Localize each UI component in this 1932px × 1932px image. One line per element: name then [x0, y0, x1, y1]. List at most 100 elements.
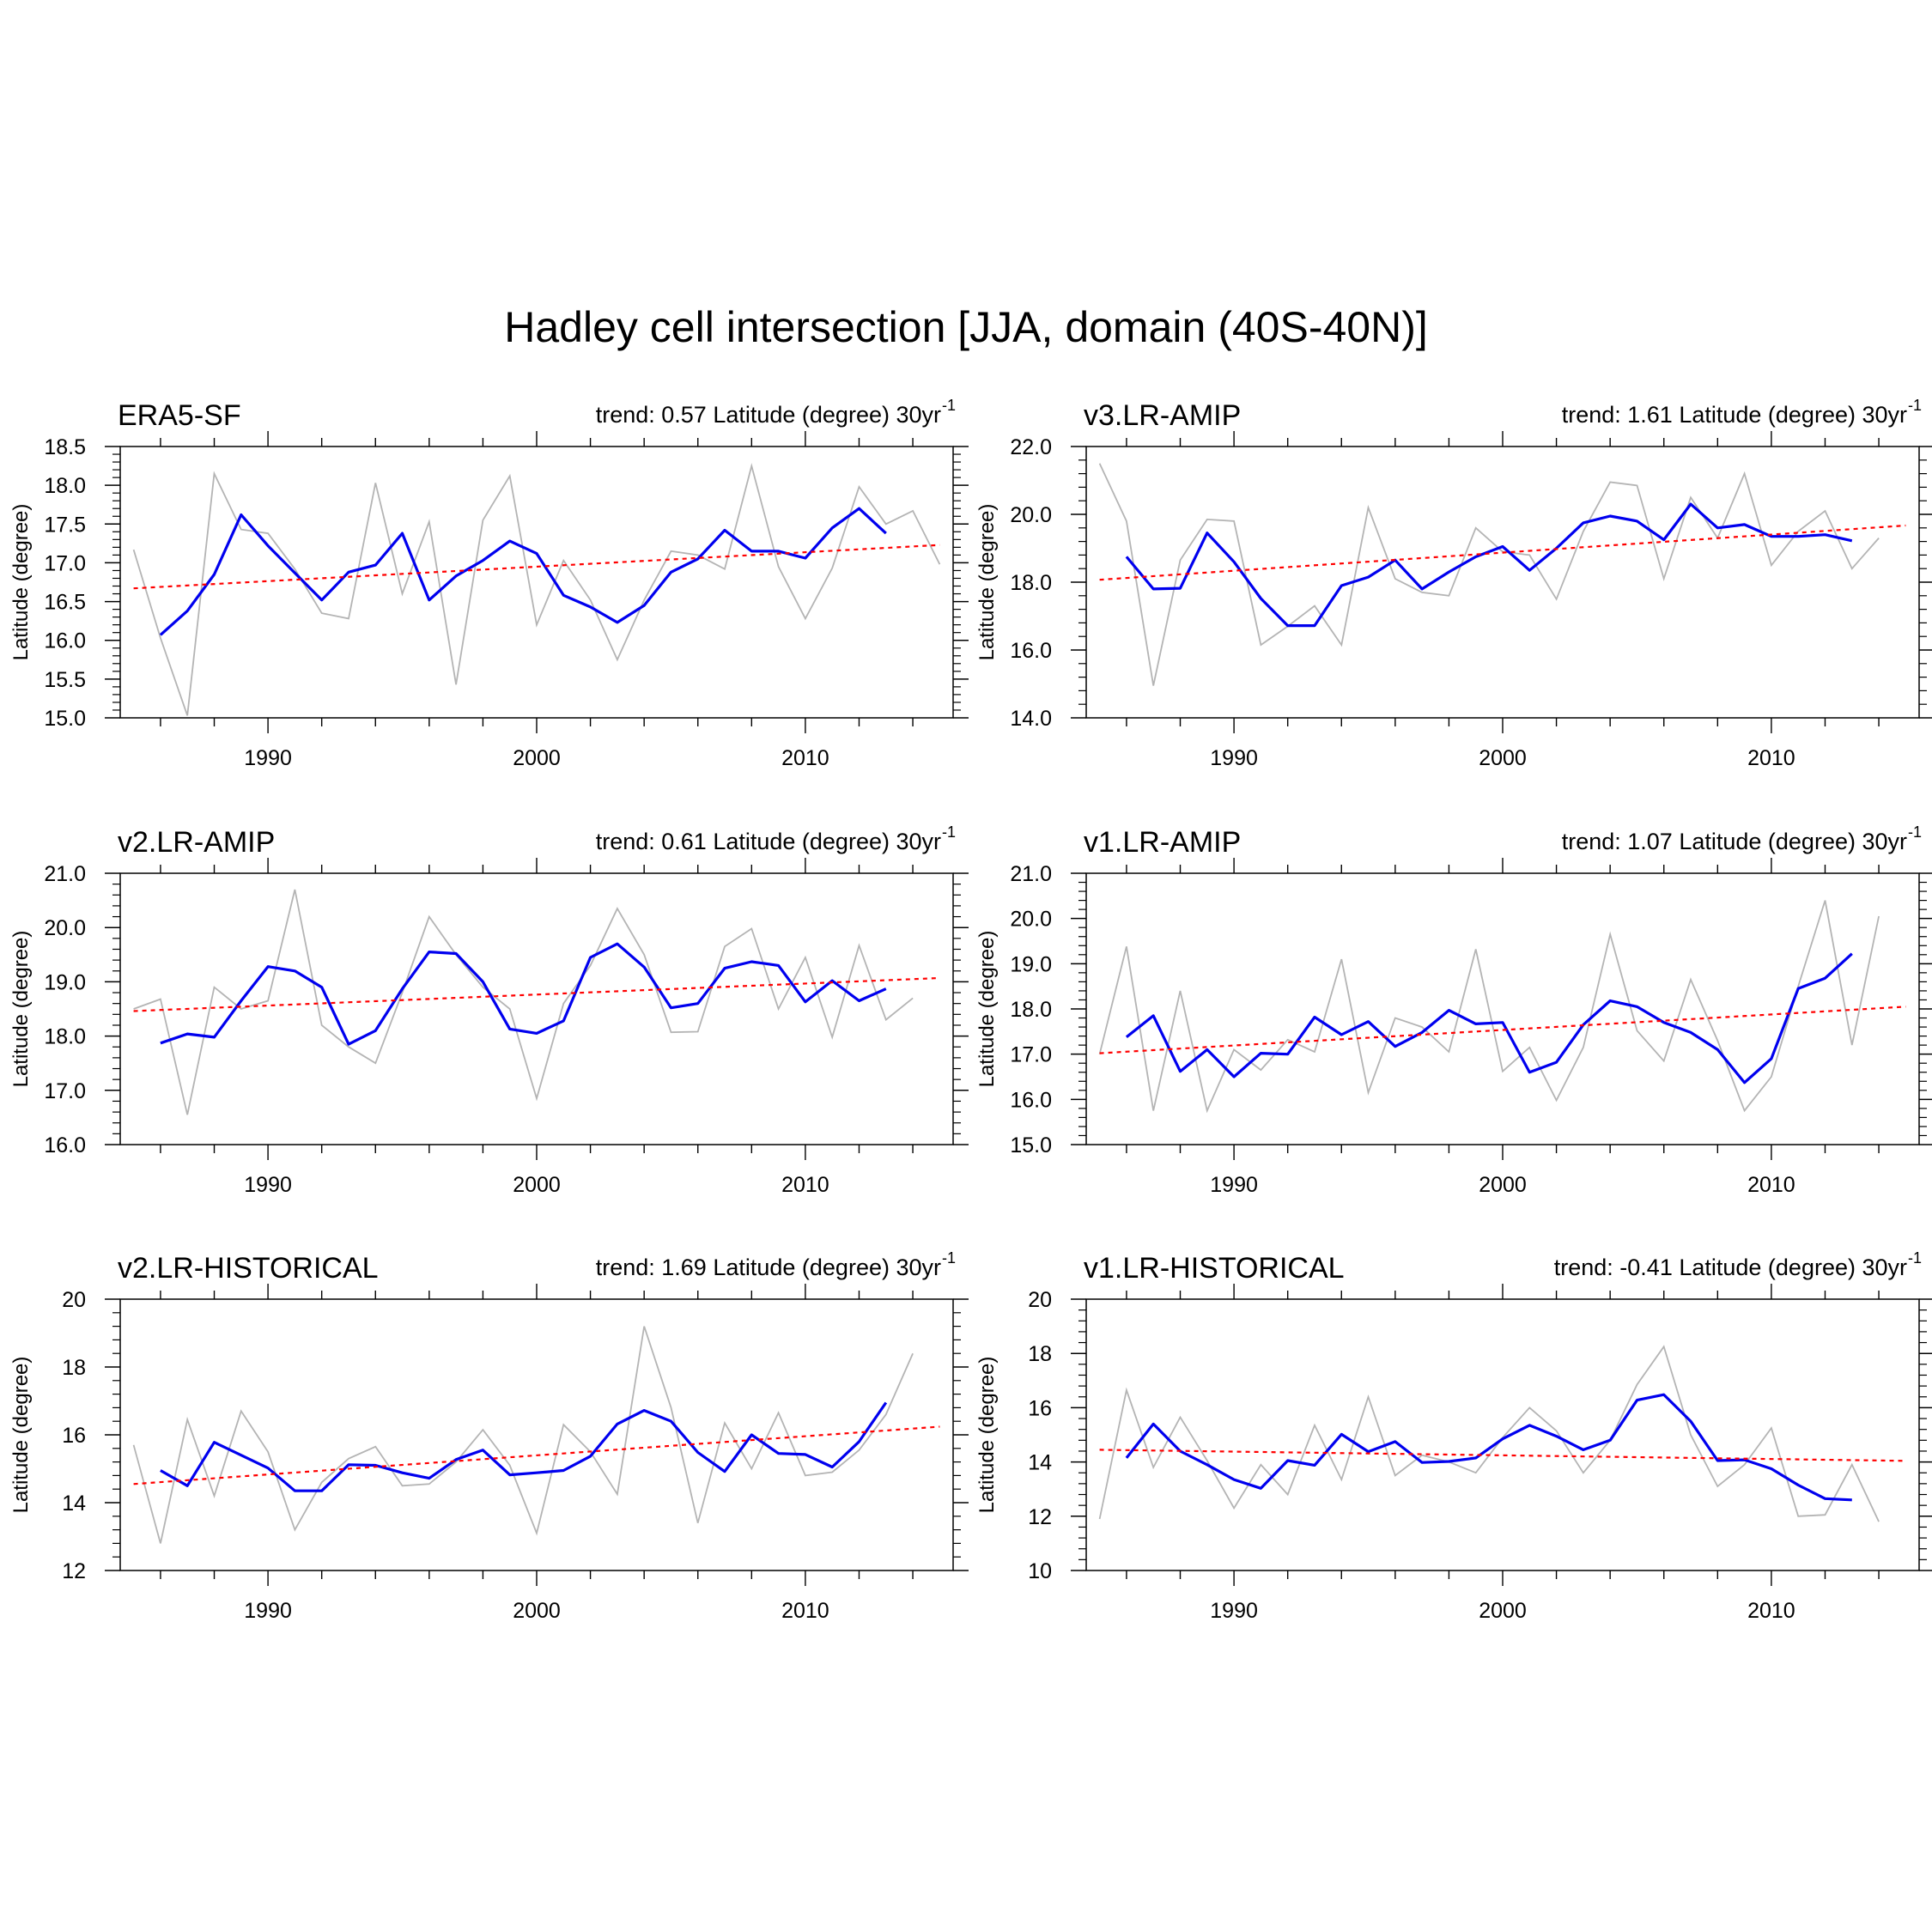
series-line-annual	[133, 889, 914, 1115]
series-line-annual	[1098, 463, 1880, 686]
y-tick-label: 14.0	[1010, 707, 1052, 731]
series-line-smooth	[1125, 1393, 1852, 1502]
x-tick-label: 2000	[1479, 1173, 1527, 1197]
y-tick-label: 16.5	[44, 591, 86, 615]
y-tick-label: 21.0	[1010, 862, 1052, 886]
chart-panel-3: v2.LR-AMIP trend: 0.61 Latitude (degree) …	[9, 823, 969, 1197]
x-tick-label: 2000	[513, 1173, 561, 1197]
y-tick-label: 18.0	[44, 1025, 86, 1049]
y-tick-label: 16	[1028, 1396, 1052, 1420]
series-line-trend	[1099, 524, 1906, 581]
y-axis-label: Latitude (degree)	[975, 1357, 999, 1514]
x-tick-label: 1990	[1210, 1173, 1258, 1197]
x-tick-label: 1990	[244, 1599, 292, 1623]
y-tick-label: 15.0	[44, 707, 86, 731]
y-axis-label: Latitude (degree)	[9, 1357, 33, 1514]
y-tick-label: 17.0	[44, 1079, 86, 1103]
y-tick-label: 16.0	[1010, 639, 1052, 663]
series-line-annual	[1098, 900, 1880, 1114]
y-tick-label: 12	[1028, 1505, 1052, 1529]
x-tick-label: 2010	[781, 1599, 829, 1623]
series-line-smooth	[160, 1401, 888, 1492]
x-tick-label: 2000	[1479, 1599, 1527, 1623]
series-line-smooth	[1125, 502, 1853, 628]
series-line-trend	[133, 976, 940, 1012]
y-tick-label: 18	[1028, 1342, 1052, 1366]
panel-title: v1.LR-AMIP	[1084, 826, 1241, 859]
x-tick-label: 1990	[244, 746, 292, 770]
series-line-smooth	[159, 507, 887, 636]
trend-annotation: trend: 0.57 Latitude (degree) 30yr	[596, 402, 941, 428]
plot-frame	[1085, 872, 1920, 1145]
chart-panel-4: v1.LR-AMIP trend: 1.07 Latitude (degree) …	[975, 823, 1932, 1197]
y-tick-label: 17.0	[1010, 1043, 1052, 1067]
y-tick-label: 20	[62, 1288, 86, 1312]
y-tick-label: 20.0	[44, 916, 86, 940]
plot-frame	[1085, 1298, 1920, 1571]
series-line-annual	[132, 463, 941, 716]
y-tick-label: 19.0	[44, 970, 86, 994]
chart-panel-6: v1.LR-HISTORICAL trend: -0.41 Latitude (d…	[975, 1249, 1932, 1623]
series-line-annual	[132, 1326, 914, 1544]
x-tick-label: 2010	[1747, 1173, 1795, 1197]
x-tick-label: 2000	[1479, 746, 1527, 770]
y-tick-label: 20	[1028, 1288, 1052, 1312]
x-tick-label: 1990	[1210, 1599, 1258, 1623]
panel-title: v3.LR-AMIP	[1084, 399, 1241, 432]
y-tick-label: 14	[1028, 1451, 1052, 1475]
y-tick-label: 18.5	[44, 435, 86, 459]
x-tick-label: 2000	[513, 746, 561, 770]
y-axis-label: Latitude (degree)	[9, 504, 33, 661]
series-line-trend	[1099, 1449, 1906, 1462]
series-line-annual	[1098, 1345, 1880, 1522]
trend-annotation-exponent: -1	[942, 823, 956, 841]
series-line-trend	[1099, 1005, 1906, 1054]
x-tick-label: 2010	[781, 1173, 829, 1197]
y-tick-label: 16.0	[1010, 1088, 1052, 1112]
trend-annotation-exponent: -1	[942, 1249, 956, 1267]
x-tick-label: 2010	[1747, 746, 1795, 770]
x-tick-label: 2000	[513, 1599, 561, 1623]
x-tick-label: 1990	[1210, 746, 1258, 770]
y-tick-label: 17.5	[44, 513, 86, 537]
x-tick-label: 1990	[244, 1173, 292, 1197]
y-tick-label: 19.0	[1010, 952, 1052, 976]
plot-frame	[119, 872, 954, 1145]
y-tick-label: 14	[62, 1492, 86, 1516]
y-axis-label: Latitude (degree)	[9, 931, 33, 1088]
y-tick-label: 18.0	[1010, 571, 1052, 595]
y-tick-label: 20.0	[1010, 503, 1052, 527]
y-tick-label: 17.0	[44, 551, 86, 575]
panel-title: ERA5-SF	[118, 399, 241, 432]
y-tick-label: 20.0	[1010, 908, 1052, 932]
trend-annotation: trend: 1.61 Latitude (degree) 30yr	[1562, 402, 1907, 428]
y-tick-label: 16.0	[44, 629, 86, 653]
y-tick-label: 12	[62, 1559, 86, 1583]
y-tick-label: 18	[62, 1356, 86, 1380]
trend-annotation: trend: 1.07 Latitude (degree) 30yr	[1562, 829, 1907, 854]
trend-annotation-exponent: -1	[1908, 1249, 1922, 1267]
y-tick-label: 16.0	[44, 1133, 86, 1157]
y-tick-label: 16	[62, 1424, 86, 1448]
y-tick-label: 18.0	[44, 474, 86, 498]
y-tick-label: 21.0	[44, 862, 86, 886]
panel-title: v1.LR-HISTORICAL	[1084, 1252, 1345, 1285]
chart-panel-5: v2.LR-HISTORICAL trend: 1.69 Latitude (de…	[9, 1249, 969, 1623]
trend-annotation: trend: -0.41 Latitude (degree) 30yr	[1554, 1255, 1907, 1280]
y-tick-label: 15.5	[44, 668, 86, 692]
trend-annotation: trend: 1.69 Latitude (degree) 30yr	[596, 1255, 941, 1280]
series-line-trend	[133, 544, 940, 590]
y-axis-label: Latitude (degree)	[975, 504, 999, 661]
trend-annotation-exponent: -1	[1908, 397, 1922, 414]
y-tick-label: 15.0	[1010, 1133, 1052, 1157]
figure-title: Hadley cell intersection [JJA, domain (4…	[504, 303, 1428, 351]
x-tick-label: 2010	[781, 746, 829, 770]
panel-title: v2.LR-HISTORICAL	[118, 1252, 379, 1285]
chart-panel-1: ERA5-SF trend: 0.57 Latitude (degree) 30y…	[9, 397, 969, 770]
plot-frame	[1085, 446, 1920, 719]
series-line-smooth	[160, 942, 887, 1046]
y-axis-label: Latitude (degree)	[975, 931, 999, 1088]
y-tick-label: 22.0	[1010, 435, 1052, 459]
series-line-trend	[133, 1425, 940, 1485]
